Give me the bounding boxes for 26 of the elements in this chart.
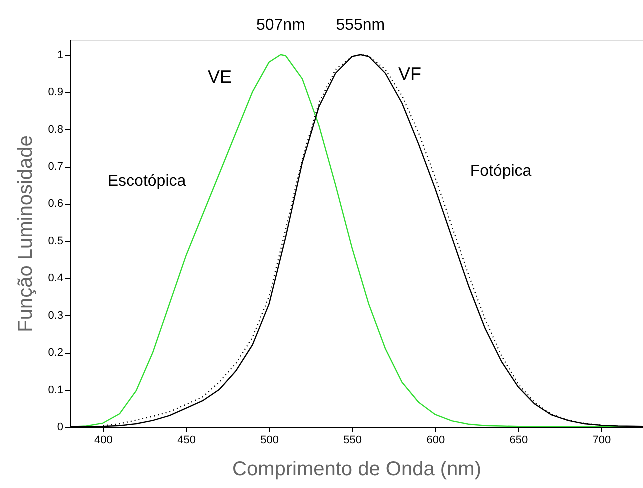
y-tick-label: 1 — [57, 49, 64, 62]
x-tick-label: 450 — [178, 434, 196, 446]
y-tick-label: 0 — [57, 422, 64, 434]
annotation: 555nm — [336, 17, 386, 34]
x-tick-label: 550 — [344, 434, 362, 446]
y-tick-label: 0.7 — [48, 161, 64, 174]
annotation: 507nm — [256, 17, 306, 34]
x-tick-label: 600 — [426, 434, 446, 446]
y-tick-label: 0.3 — [48, 310, 64, 322]
x-tick-label: 700 — [592, 434, 612, 446]
y-axis-title: Função Luminosidade — [15, 136, 38, 332]
x-axis-title: Comprimento de Onda (nm) — [232, 458, 482, 480]
y-tick-label: 0.1 — [48, 384, 64, 396]
annotation: Fotópica — [470, 163, 532, 180]
y-tick-label: 0.9 — [48, 86, 64, 99]
y-tick-label: 0.8 — [48, 124, 64, 136]
y-tick-label: 0.2 — [48, 347, 64, 360]
x-tick-label: 650 — [510, 434, 528, 446]
y-tick-label: 0.4 — [48, 272, 64, 285]
annotation: VE — [208, 67, 232, 87]
y-tick-label: 0.6 — [48, 198, 64, 210]
x-tick-label: 500 — [260, 434, 279, 446]
annotation: VF — [398, 64, 422, 84]
y-tick-label: 0.5 — [48, 235, 64, 248]
annotation: Escotópica — [108, 173, 186, 190]
x-tick-label: 400 — [94, 434, 113, 446]
